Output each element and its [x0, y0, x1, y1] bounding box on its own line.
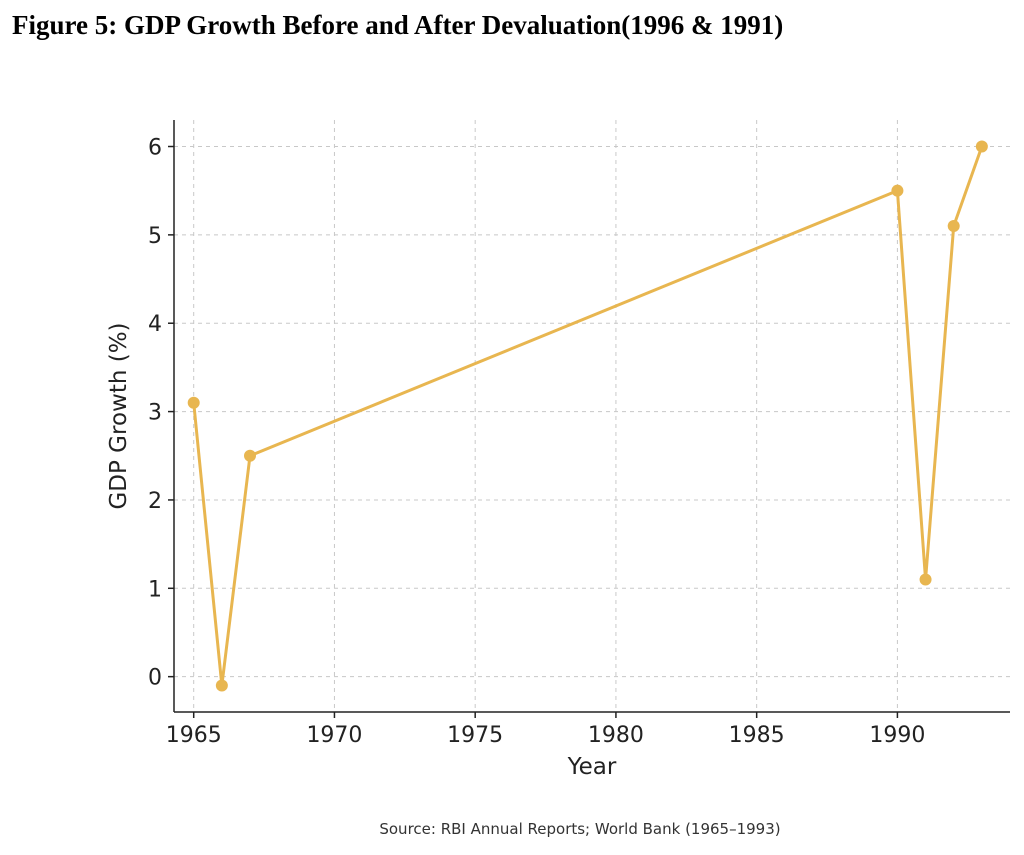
data-point-1967 [244, 449, 256, 462]
y-tick-label-6: 6 [148, 136, 162, 161]
grid-lines [174, 120, 1010, 712]
y-tick-label-0: 0 [148, 666, 162, 691]
y-tick-label-2: 2 [148, 489, 162, 514]
tick-labels: 1965 1970 1975 1980 1985 1990 0 1 2 3 4 5 6 [148, 136, 925, 748]
data-point-1993 [975, 140, 988, 153]
y-tick-label-3: 3 [148, 401, 162, 426]
x-tick-label-1980: 1980 [588, 723, 644, 748]
data-point-1966 [215, 679, 228, 692]
x-tick-label-1970: 1970 [306, 723, 362, 748]
data-point-1990 [891, 184, 904, 197]
data-series [187, 140, 988, 692]
x-tick-label-1985: 1985 [729, 723, 785, 748]
data-point-1991 [919, 573, 932, 586]
x-tick-label-1965: 1965 [166, 723, 222, 748]
series-line-0 [192, 146, 984, 687]
data-point-1992 [947, 220, 960, 233]
data-point-1965 [187, 396, 200, 409]
x-axis-label: Year [567, 754, 617, 780]
y-axis-label: GDP Growth (%) [106, 322, 132, 509]
x-tick-label-1975: 1975 [447, 723, 503, 748]
x-tick-label-1990: 1990 [869, 723, 925, 748]
y-tick-label-5: 5 [148, 224, 162, 249]
figure-title: Figure 5: GDP Growth Before and After De… [12, 10, 784, 40]
y-tick-label-1: 1 [148, 577, 162, 602]
axes [168, 120, 1010, 718]
source-note: Source: RBI Annual Reports; World Bank (… [379, 820, 781, 838]
y-tick-label-4: 4 [148, 312, 162, 337]
